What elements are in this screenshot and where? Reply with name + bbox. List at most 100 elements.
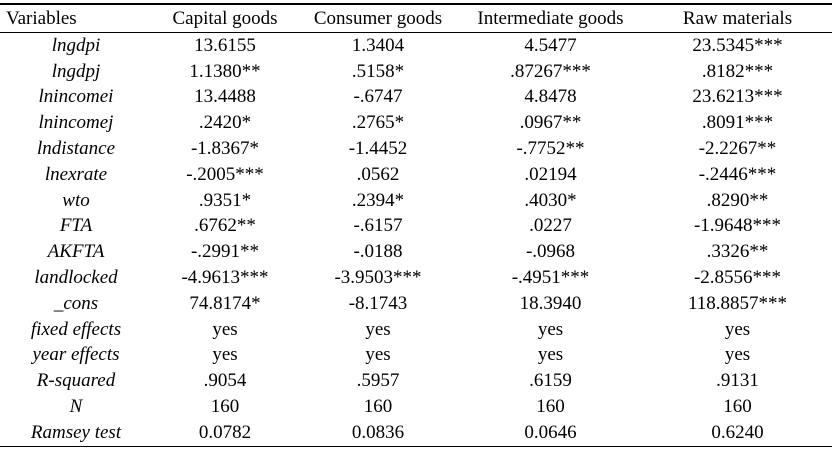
coefficient-cell: yes [724, 344, 751, 366]
coefficient-cell: 4.5477 [524, 34, 577, 56]
table-row: AKFTA -.2991** -.0188 -.0968 .3326** [0, 239, 832, 265]
table-row: Ramsey test 0.0782 0.0836 0.0646 0.6240 [0, 419, 832, 447]
coefficient-cell: -1.9648*** [693, 215, 782, 237]
coefficient-cell: yes [537, 344, 564, 366]
variable-name-cell: _cons [53, 292, 99, 314]
variable-name-cell: lnexrate [44, 163, 108, 185]
coefficient-cell: yes [537, 318, 564, 340]
column-header-consumer-goods: Consumer goods [298, 3, 458, 33]
coefficient-cell: 23.5345*** [692, 34, 783, 56]
table-row: lnincomej .2420* .2765* .0967** .8091*** [0, 110, 832, 136]
coefficient-cell: -.7752** [516, 138, 585, 160]
variable-name-cell: fixed effects [30, 318, 122, 340]
regression-table: Variables Capital goods Consumer goods I… [0, 3, 832, 447]
coefficient-cell: 1.3404 [351, 34, 405, 56]
coefficient-cell: -.2446*** [698, 163, 777, 185]
coefficient-cell: 13.6155 [194, 34, 256, 56]
coefficient-cell: yes [212, 318, 238, 340]
coefficient-cell: .9131 [716, 370, 759, 392]
coefficient-cell: .0562 [356, 163, 400, 185]
table-row: wto .9351* .2394* .4030* .8290** [0, 188, 832, 214]
coefficient-cell: 160 [723, 396, 752, 418]
coefficient-cell: 160 [210, 396, 240, 418]
coefficient-cell: -4.9613*** [181, 267, 269, 289]
coefficient-cell: .0227 [529, 215, 572, 237]
variable-name-cell: AKFTA [47, 241, 105, 263]
coefficient-cell: .6762** [194, 215, 256, 237]
table-row: lnexrate -.2005*** .0562 .02194 -.2446*** [0, 162, 832, 188]
header-row: Variables Capital goods Consumer goods I… [0, 3, 832, 33]
variable-name-cell: lngdpi [51, 34, 101, 56]
table-row: year effects yes yes yes yes [0, 343, 832, 369]
table-row: lngdpj 1.1380** .5158* .87267*** .8182*** [0, 59, 832, 85]
coefficient-cell: .8290** [706, 189, 769, 211]
column-header-intermediate-goods: Intermediate goods [458, 3, 643, 33]
table-row: fixed effects yes yes yes yes [0, 317, 832, 343]
coefficient-cell: -.2991** [190, 241, 260, 263]
table-row: _cons 74.8174* -8.1743 18.3940 118.8857*** [0, 291, 832, 317]
coefficient-cell: 4.8478 [524, 86, 577, 108]
coefficient-cell: .6159 [529, 370, 572, 392]
variable-name-cell: lnincomej [38, 112, 114, 134]
coefficient-cell: .0967** [519, 112, 582, 134]
coefficient-cell: -.0188 [353, 241, 403, 263]
coefficient-cell: -.4951*** [511, 267, 590, 289]
variable-name-cell: N [69, 396, 83, 418]
variable-name-cell: R-squared [36, 370, 116, 392]
table-header: Variables Capital goods Consumer goods I… [0, 3, 832, 33]
coefficient-cell: -.2005*** [186, 163, 264, 185]
coefficient-cell: -8.1743 [348, 292, 408, 314]
table-row: R-squared .9054 .5957 .6159 .9131 [0, 368, 832, 394]
variable-name-cell: Ramsey test [0, 419, 152, 447]
coefficient-cell: 1.1380** [189, 60, 261, 82]
coefficient-cell: -1.8367* [190, 138, 260, 160]
variable-name-cell: lndistance [36, 138, 116, 160]
coefficient-cell: 160 [363, 396, 393, 418]
coefficient-cell: 0.0836 [298, 419, 458, 447]
coefficient-cell: yes [365, 318, 391, 340]
column-header-raw-materials: Raw materials [643, 3, 832, 33]
coefficient-cell: .9351* [198, 189, 252, 211]
coefficient-cell: 13.4488 [194, 86, 256, 108]
coefficient-cell: 74.8174* [189, 292, 261, 314]
coefficient-cell: 160 [536, 396, 565, 418]
coefficient-cell: .2394* [351, 189, 405, 211]
coefficient-cell: 18.3940 [519, 292, 582, 314]
coefficient-cell: 118.8857*** [687, 292, 788, 314]
table-row: landlocked -4.9613*** -3.9503*** -.4951*** -… [0, 265, 832, 291]
table-row: FTA .6762** -.6157 .0227 -1.9648*** [0, 214, 832, 240]
column-header-capital-goods: Capital goods [152, 3, 298, 33]
variable-name-cell: year effects [32, 344, 120, 366]
variable-name-cell: lngdpj [51, 60, 101, 82]
coefficient-cell: -.6747 [353, 86, 403, 108]
coefficient-cell: .87267*** [510, 60, 591, 82]
coefficient-cell: .2420* [198, 112, 252, 134]
coefficient-cell: .8182*** [701, 60, 774, 82]
coefficient-cell: 0.0646 [458, 419, 643, 447]
coefficient-cell: yes [365, 344, 391, 366]
coefficient-cell: 23.6213*** [692, 86, 783, 108]
coefficient-cell: -2.8556*** [693, 267, 782, 289]
coefficient-cell: 0.6240 [643, 419, 832, 447]
coefficient-cell: .9054 [203, 370, 247, 392]
coefficient-cell: 0.0782 [152, 419, 298, 447]
coefficient-cell: yes [212, 344, 238, 366]
variable-name-cell: wto [62, 189, 90, 211]
table-body: lngdpi 13.6155 1.3404 4.5477 23.5345*** lngdp… [0, 33, 832, 447]
column-header-variables: Variables [0, 3, 152, 33]
coefficient-cell: -.6157 [353, 215, 403, 237]
coefficient-cell: .4030* [524, 189, 577, 211]
coefficient-cell: yes [724, 318, 751, 340]
coefficient-cell: -.0968 [525, 241, 576, 263]
table-row: lndistance -1.8367* -1.4452 -.7752** -2.2267… [0, 136, 832, 162]
variable-name-cell: landlocked [34, 267, 118, 289]
coefficient-cell: .5158* [351, 60, 405, 82]
variable-name-cell: lnincomei [38, 86, 114, 108]
coefficient-cell: .2765* [351, 112, 405, 134]
table-row: lngdpi 13.6155 1.3404 4.5477 23.5345*** [0, 33, 832, 59]
coefficient-cell: .3326** [706, 241, 769, 263]
coefficient-cell: .5957 [356, 370, 400, 392]
table-row: lnincomei 13.4488 -.6747 4.8478 23.6213*** [0, 85, 832, 111]
coefficient-cell: -3.9503*** [334, 267, 422, 289]
